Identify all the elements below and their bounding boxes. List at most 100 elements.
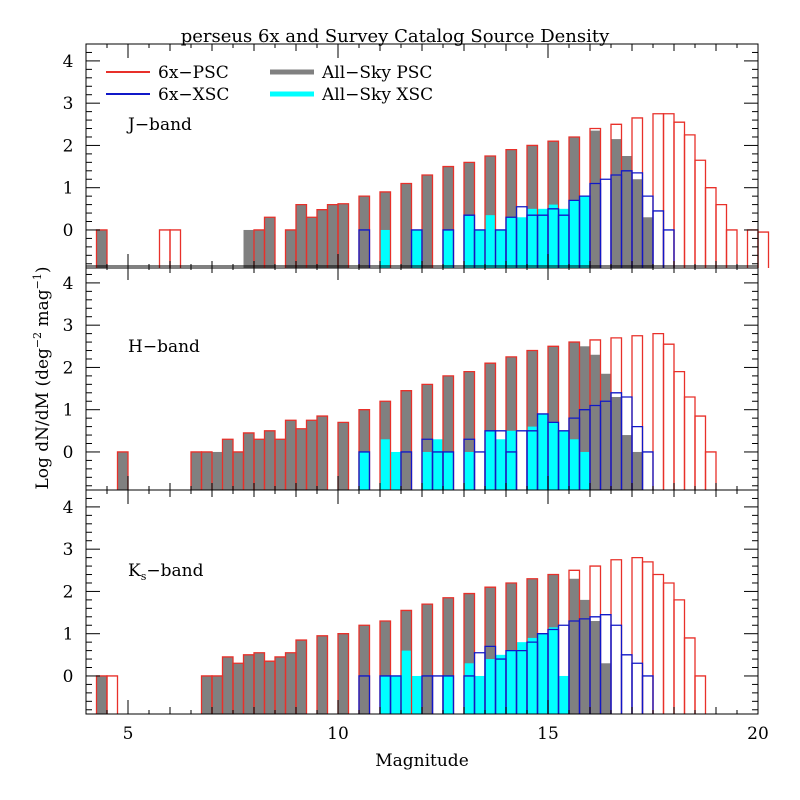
step-psc6x xyxy=(673,599,686,714)
bar-survey_psc xyxy=(359,196,370,268)
step-psc6x xyxy=(725,229,738,268)
bar-survey_psc xyxy=(285,652,296,714)
step-psc6x xyxy=(631,556,644,714)
step-psc6x xyxy=(463,371,476,490)
bar-survey_xsc xyxy=(527,426,538,490)
step-xsc6x xyxy=(515,430,528,490)
step-xsc6x xyxy=(358,229,371,268)
y-axis-label: Log dN/dM (deg−2 mag−1) xyxy=(31,266,53,489)
bar-survey_psc xyxy=(96,675,107,714)
bar-survey_xsc xyxy=(527,637,538,714)
bar-survey_psc xyxy=(642,217,653,268)
bar-survey_psc xyxy=(254,439,265,490)
bar-survey_xsc xyxy=(443,675,454,714)
step-psc6x xyxy=(316,415,329,490)
bar-survey_xsc xyxy=(390,451,401,490)
bar-survey_psc xyxy=(338,633,349,714)
bar-survey_xsc xyxy=(380,439,391,490)
step-xsc6x xyxy=(358,675,371,714)
bar-survey_xsc xyxy=(390,675,401,714)
bar-survey_xsc xyxy=(558,675,569,714)
bar-survey_psc xyxy=(296,204,307,268)
y-tick-label: 3 xyxy=(63,316,74,336)
y-tick-label: 4 xyxy=(63,274,74,294)
bar-survey_psc xyxy=(443,375,454,490)
bar-survey_psc xyxy=(243,654,254,714)
bar-survey_psc xyxy=(296,428,307,490)
bar-survey_psc xyxy=(632,451,643,490)
bar-survey_psc xyxy=(117,451,128,490)
bar-survey_xsc xyxy=(558,208,569,268)
step-xsc6x xyxy=(599,178,612,268)
bar-survey_xsc xyxy=(485,659,496,714)
bar-survey_psc xyxy=(506,356,517,490)
bar-survey_psc xyxy=(569,578,580,714)
band-label: J−band xyxy=(126,115,192,135)
band-label: Ks−band xyxy=(128,561,204,583)
step-psc6x xyxy=(295,639,308,714)
bar-survey_xsc xyxy=(506,650,517,714)
bar-survey_psc xyxy=(527,145,538,268)
bar-survey_psc xyxy=(422,175,433,268)
bar-survey_psc xyxy=(485,363,496,490)
bar-survey_psc xyxy=(338,422,349,490)
bar-survey_psc xyxy=(306,420,317,490)
bar-survey_psc xyxy=(506,582,517,714)
bar-survey_psc xyxy=(222,439,233,490)
step-psc6x xyxy=(652,573,665,714)
panel-H-band: 0 1 2 3 4 H−band xyxy=(63,265,759,491)
step-xsc6x xyxy=(442,451,455,490)
bar-survey_psc xyxy=(233,451,244,490)
bar-survey_psc xyxy=(579,599,590,714)
step-psc6x xyxy=(484,362,497,490)
bar-survey_psc xyxy=(317,635,328,714)
bar-survey_xsc xyxy=(401,650,412,714)
bar-survey_psc xyxy=(212,451,223,490)
bar-survey_xsc xyxy=(474,675,485,714)
bar-survey_xsc xyxy=(411,229,422,268)
step-psc6x xyxy=(169,229,182,268)
bar-survey_xsc xyxy=(548,204,559,268)
step-xsc6x xyxy=(358,451,371,490)
bar-survey_psc xyxy=(359,625,370,714)
step-xsc6x xyxy=(641,451,654,490)
bar-survey_psc xyxy=(191,451,202,490)
bar-survey_psc xyxy=(590,130,601,268)
bar-survey_xsc xyxy=(495,439,506,490)
bar-survey_xsc xyxy=(422,451,433,490)
step-xsc6x xyxy=(610,624,623,714)
step-psc6x xyxy=(421,383,434,490)
bar-survey_xsc xyxy=(464,215,475,268)
bar-survey_xsc xyxy=(558,430,569,490)
step-psc6x xyxy=(683,396,696,490)
bar-survey_xsc xyxy=(537,633,548,714)
bar-survey_psc xyxy=(464,593,475,714)
bar-survey_psc xyxy=(275,656,286,714)
bar-survey_psc xyxy=(327,204,338,268)
bar-survey_xsc xyxy=(495,654,506,714)
bar-survey_psc xyxy=(621,435,632,490)
bar-survey_xsc xyxy=(579,196,590,268)
y-tick-label: 0 xyxy=(63,443,74,463)
step-psc6x xyxy=(757,231,770,268)
bar-survey_psc xyxy=(296,640,307,714)
legend-label-survey_xsc: All−Sky XSC xyxy=(321,85,433,105)
step-psc6x xyxy=(263,216,276,268)
step-psc6x xyxy=(337,633,350,714)
step-psc6x xyxy=(442,597,455,714)
bar-survey_psc xyxy=(285,229,296,268)
y-tick-label: 4 xyxy=(63,498,74,518)
step-psc6x xyxy=(95,229,108,268)
bar-survey_xsc xyxy=(474,229,485,268)
step-xsc6x xyxy=(431,675,444,714)
band-label: H−band xyxy=(128,337,200,357)
bar-survey_xsc xyxy=(516,217,527,268)
bar-survey_psc xyxy=(485,587,496,714)
y-tick-label: 0 xyxy=(63,221,74,241)
x-tick-label: 15 xyxy=(537,724,559,744)
bar-survey_psc xyxy=(485,156,496,268)
bar-survey_psc xyxy=(338,203,349,268)
step-xsc6x xyxy=(641,675,654,714)
bar-survey_xsc xyxy=(485,215,496,268)
